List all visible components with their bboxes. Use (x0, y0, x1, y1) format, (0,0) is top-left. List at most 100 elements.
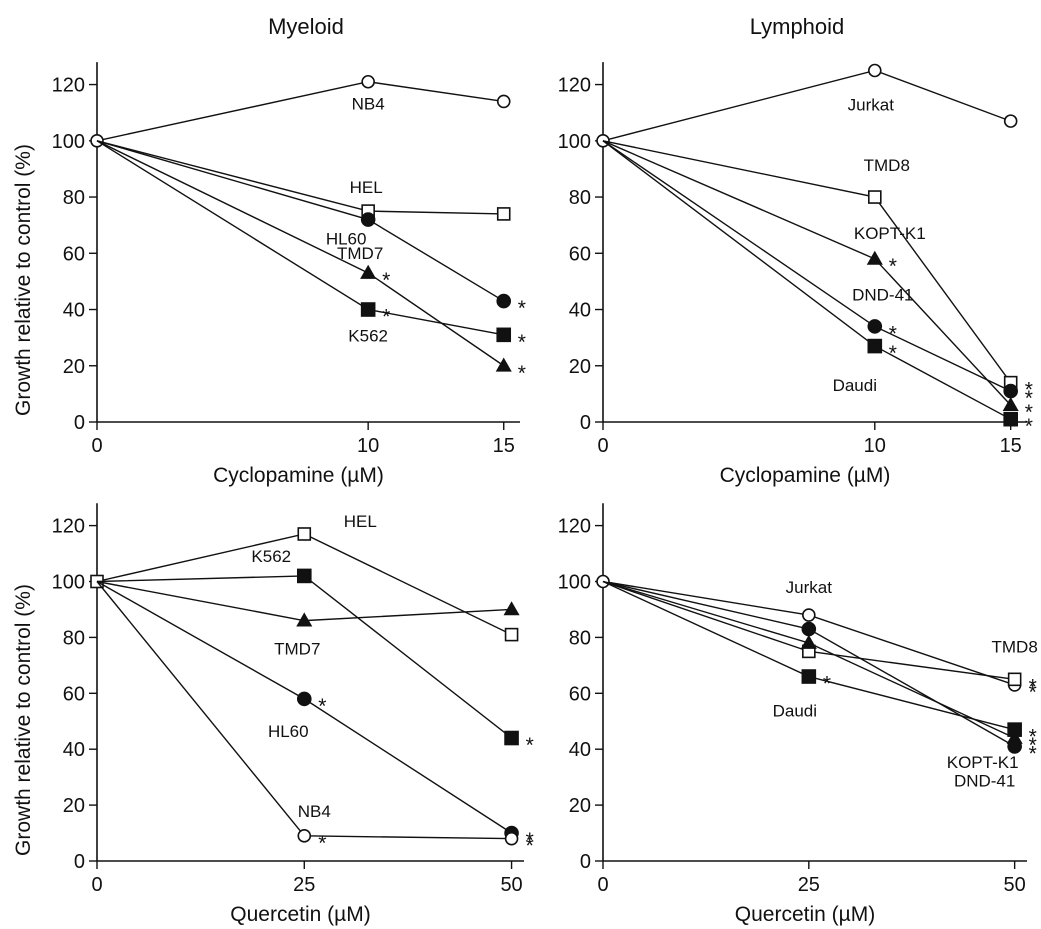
panel-1-series-dnd-41-significance-2: * (1025, 387, 1033, 410)
panel-1-series-dnd-41-significance-1: * (889, 322, 897, 345)
panel-0-y-tick-label-80: 80 (63, 187, 85, 209)
panel-0-series-k562-label: K562 (348, 327, 388, 346)
panel-3-series-daudi-significance-2: * (1029, 726, 1037, 749)
panel-0-series-tmd7-significance-2: * (518, 362, 526, 385)
panel-2-x-tick-label-50: 50 (500, 874, 522, 896)
panel-1-series-kopt-k1-point-1 (866, 250, 883, 265)
panel-1-x-tick-label-15: 15 (1000, 435, 1022, 457)
panel-0-series-k562-point-1 (360, 302, 376, 317)
panel-1-y-tick-label-120: 120 (558, 75, 591, 97)
panel-2-series-nb4-label: NB4 (298, 802, 331, 821)
panel-1-series-jurkat-line (602, 69, 1011, 142)
panel-0-series-hl60-point-2 (496, 293, 512, 309)
panel-0-y-tick-label-20: 20 (63, 356, 85, 378)
panel-1-series-daudi-point-2 (1003, 411, 1018, 427)
panel-3-series-kopt-k1-significance-2: * (1029, 734, 1037, 757)
panel-2-x-axis-title: Quercetin (µM) (230, 903, 370, 926)
panel-1-series-dnd-41-line (602, 140, 1011, 392)
panel-3-series-dnd-41-significance-2: * (1029, 742, 1037, 765)
panel-2-series-hl60-significance-1: * (318, 695, 326, 718)
panel-3-series-tmd8-label: TMD8 (992, 637, 1038, 656)
panel-2-series-hl60-label: HL60 (268, 722, 309, 741)
panel-0-series-hl60-line (96, 140, 505, 302)
column-title-myeloid: Myeloid (268, 14, 344, 39)
panel-3-series-tmd8-point-2 (1007, 672, 1022, 687)
panel-1-y-tick-label-80: 80 (569, 187, 591, 209)
panel-2-series-tmd7-point-1 (296, 612, 313, 627)
y-axis-title-top: Growth relative to control (%) (12, 144, 35, 416)
panel-3-series-dnd-41-label: DND-41 (954, 771, 1015, 790)
panel-0-y-tick-label-120: 120 (52, 75, 85, 97)
panel-2-series-k562-label: K562 (251, 547, 291, 566)
panel-2-y-tick-label-0: 0 (74, 851, 85, 873)
panel-1-x-tick-label-10: 10 (864, 435, 886, 457)
panel-2-series-k562-point-2 (504, 730, 519, 746)
panel-0-series-tmd7-point-2 (495, 357, 512, 372)
panel-2-series-nb4-point-1 (297, 829, 312, 843)
panel-2-y-tick-label-80: 80 (63, 627, 85, 649)
panel-2-series-tmd7-label: TMD7 (274, 640, 320, 659)
panel-0-series-tmd7-label: TMD7 (337, 244, 383, 263)
panel-3-y-tick-label-80: 80 (569, 627, 591, 649)
panel-1-series-kopt-k1-significance-2: * (1025, 401, 1033, 424)
panel-0-series-tmd7-significance-1: * (382, 269, 390, 292)
panel-0-x-tick-label-0: 0 (91, 435, 102, 457)
panel-0-series-hl60-point-1 (360, 212, 376, 227)
panel-1-series-jurkat-label: Jurkat (848, 96, 895, 115)
panel-1-series-daudi-significance-2: * (1025, 415, 1033, 438)
panel-0-series-hl60-label: HL60 (326, 230, 367, 249)
panel-0-series-k562-significance-1: * (382, 306, 390, 329)
panel-2-series-hel-label: HEL (344, 512, 377, 531)
panel-2-series-hel-point-1 (297, 527, 312, 541)
panel-3-series-jurkat-significance-2: * (1029, 681, 1037, 704)
panel-1-y-tick-label-100: 100 (558, 131, 591, 153)
panel-1-series-tmd8-significance-2: * (1025, 379, 1033, 402)
panel-3-series-kopt-k1-label: KOPT-K1 (947, 753, 1019, 772)
panel-1-x-tick-label-0: 0 (597, 435, 608, 457)
panel-1-series-tmd8-point-1 (867, 190, 882, 204)
panel-1-series-jurkat-point-2 (1003, 114, 1018, 128)
panel-1-series-dnd-41-point-2 (1003, 383, 1018, 399)
panel-3-x-tick-label-50: 50 (1004, 874, 1026, 896)
panel-2-series-hl60-point-1 (296, 691, 312, 707)
panel-2-y-tick-label-20: 20 (63, 795, 85, 817)
panel-2-series-nb4-significance-2: * (526, 835, 534, 858)
panel-0-y-tick-label-0: 0 (74, 412, 85, 434)
panel-0-series-nb4-point-2 (496, 94, 511, 109)
panel-3-series-daudi-significance-1: * (823, 673, 831, 696)
column-title-lymphoid: Lymphoid (750, 14, 845, 39)
panel-1-series-kopt-k1-point-2 (1002, 396, 1019, 411)
panel-2-series-hl60-significance-2: * (526, 829, 534, 852)
panel-0-series-hel-line (96, 140, 504, 215)
panel-3-y-tick-label-0: 0 (580, 851, 591, 873)
panel-0-x-tick-label-15: 15 (493, 435, 515, 457)
panel-3-series-daudi-point-1 (801, 669, 817, 684)
panel-1-y-tick-label-40: 40 (569, 300, 591, 322)
panel-3-series-jurkat-label: Jurkat (786, 578, 833, 597)
panel-2-series-tmd7-point-2 (503, 601, 520, 616)
panel-3-series-jurkat-point-1 (802, 608, 816, 622)
panel-3-x-tick-label-25: 25 (798, 874, 820, 896)
panel-2-y-tick-label-40: 40 (63, 739, 85, 761)
panel-3-series-dnd-41-point-2 (1007, 739, 1022, 754)
panel-3-y-tick-label-20: 20 (569, 795, 591, 817)
panel-0-series-hl60-significance-2: * (518, 297, 526, 320)
panel-1-series-tmd8-line (602, 140, 1012, 384)
panel-1-series-daudi-significance-1: * (889, 342, 897, 365)
panel-0-series-nb4-point-1 (361, 74, 375, 89)
panel-0-y-tick-label-100: 100 (52, 131, 85, 153)
panel-1-series-kopt-k1-line (602, 140, 1012, 406)
panel-0-series-nb4-line (96, 81, 504, 142)
panel-1-series-dnd-41-point-1 (867, 319, 883, 334)
panel-1-series-daudi-label: Daudi (833, 376, 877, 395)
panel-1-series-jurkat-point-1 (867, 63, 882, 78)
panel-1-y-tick-label-60: 60 (569, 243, 591, 265)
panel-3-y-tick-label-120: 120 (558, 516, 591, 538)
y-axis-title-bottom: Growth relative to control (%) (12, 584, 35, 856)
panel-0-series-nb4-label: NB4 (352, 95, 385, 114)
panel-2-y-tick-label-100: 100 (52, 572, 85, 594)
panel-3-y-tick-label-60: 60 (569, 683, 591, 705)
panel-2-x-tick-label-0: 0 (91, 874, 102, 896)
panel-2-y-tick-label-120: 120 (52, 516, 85, 538)
